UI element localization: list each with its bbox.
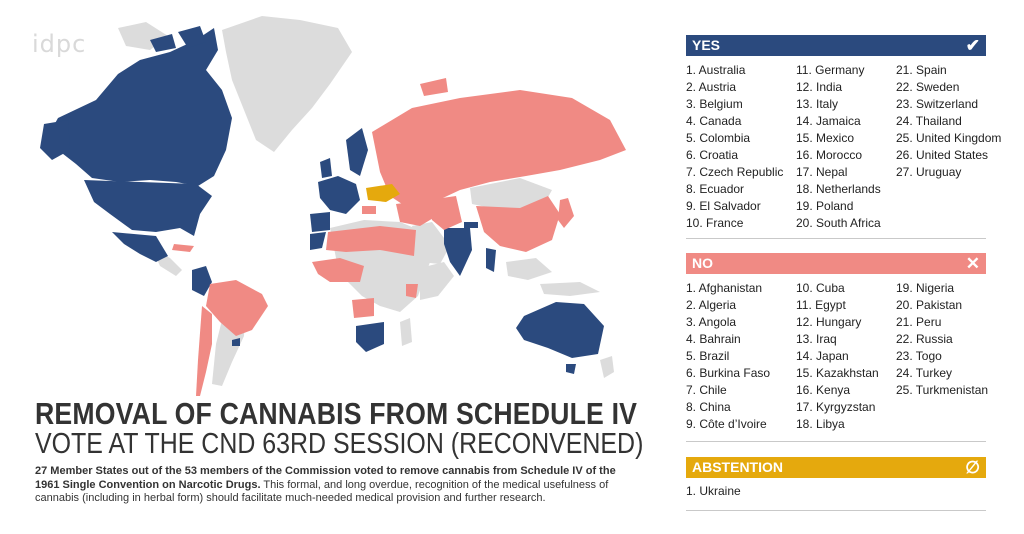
no-label: NO bbox=[692, 255, 713, 271]
description-rest: This formal, and long overdue, recogniti… bbox=[35, 478, 609, 505]
list-item: 24. Thailand bbox=[896, 114, 962, 128]
page-title: REMOVAL OF CANNABIS FROM SCHEDULE IV bbox=[35, 396, 638, 431]
list-item: 18. Libya bbox=[796, 417, 845, 431]
list-item: 3. Angola bbox=[686, 315, 737, 329]
list-item: 11. Germany bbox=[796, 63, 865, 77]
yes-label: YES bbox=[692, 37, 721, 53]
list-item: 14. Jamaica bbox=[796, 114, 861, 128]
empty-set-icon: ∅ bbox=[965, 458, 980, 477]
idpc-logo: idpc bbox=[32, 30, 87, 58]
abstention-panel: ABSTENTION ∅ 1. Ukraine bbox=[686, 457, 986, 503]
yes-header: YES ✔ bbox=[686, 35, 986, 56]
no-col-3: 19. Nigeria 20. Pakistan 21. Peru 22. Ru… bbox=[896, 280, 988, 399]
no-list: 1. Afghanistan 2. Algeria 3. Angola 4. B… bbox=[686, 280, 988, 436]
abstention-header: ABSTENTION ∅ bbox=[686, 457, 986, 478]
list-item: 9. Côte d’Ivoire bbox=[686, 417, 767, 431]
abstention-label: ABSTENTION bbox=[692, 459, 783, 475]
list-item: 10. Cuba bbox=[796, 281, 845, 295]
divider bbox=[686, 441, 986, 442]
description-bold: 27 Member States out of the 53 members o… bbox=[35, 465, 616, 491]
yes-list: 1. Australia 2. Austria 3. Belgium 4. Ca… bbox=[686, 62, 1001, 234]
list-item: 1. Afghanistan bbox=[686, 281, 763, 295]
abstention-list: 1. Ukraine bbox=[686, 483, 986, 503]
list-item: 22. Russia bbox=[896, 332, 953, 346]
list-item: 3. Belgium bbox=[686, 97, 743, 111]
list-item: 9. El Salvador bbox=[686, 199, 761, 213]
list-item: 20. South Africa bbox=[796, 216, 881, 230]
list-item: 6. Burkina Faso bbox=[686, 366, 771, 380]
list-item: 2. Algeria bbox=[686, 298, 737, 312]
list-item: 12. India bbox=[796, 80, 843, 94]
list-item: 17. Kyrgyzstan bbox=[796, 400, 876, 414]
list-item: 24. Turkey bbox=[896, 366, 953, 380]
list-item: 15. Mexico bbox=[796, 131, 855, 145]
no-header: NO ✕ bbox=[686, 253, 986, 274]
list-item: 21. Peru bbox=[896, 315, 942, 329]
list-item: 5. Brazil bbox=[686, 349, 730, 363]
list-item: 10. France bbox=[686, 216, 744, 230]
list-item: 2. Austria bbox=[686, 80, 737, 94]
yes-regions bbox=[40, 26, 604, 374]
list-item: 5. Colombia bbox=[686, 131, 751, 145]
list-item: 13. Iraq bbox=[796, 332, 837, 346]
list-item: 23. Togo bbox=[896, 349, 942, 363]
list-item: 14. Japan bbox=[796, 349, 849, 363]
list-item: 15. Kazakhstan bbox=[796, 366, 879, 380]
list-item: 21. Spain bbox=[896, 63, 947, 77]
list-item: 23. Switzerland bbox=[896, 97, 979, 111]
list-item: 8. China bbox=[686, 400, 731, 414]
check-icon: ✔ bbox=[965, 36, 980, 55]
divider bbox=[686, 238, 986, 239]
no-col-2: 10. Cuba 11. Egypt 12. Hungary 13. Iraq … bbox=[796, 280, 879, 433]
list-item: 4. Bahrain bbox=[686, 332, 741, 346]
list-item: 13. Italy bbox=[796, 97, 839, 111]
divider bbox=[686, 510, 986, 511]
list-item: 18. Netherlands bbox=[796, 182, 881, 196]
yes-col-2: 11. Germany 12. India 13. Italy 14. Jama… bbox=[796, 62, 881, 232]
list-item: 6. Croatia bbox=[686, 148, 739, 162]
list-item: 16. Morocco bbox=[796, 148, 863, 162]
list-item: 22. Sweden bbox=[896, 80, 960, 94]
list-item: 1. Australia bbox=[686, 63, 746, 77]
list-item: 20. Pakistan bbox=[896, 298, 963, 312]
yes-col-1: 1. Australia 2. Austria 3. Belgium 4. Ca… bbox=[686, 62, 783, 232]
list-item: 25. United Kingdom bbox=[896, 131, 1002, 145]
list-item: 16. Kenya bbox=[796, 383, 851, 397]
yes-panel: YES ✔ 1. Australia 2. Austria 3. Belgium… bbox=[686, 35, 1001, 234]
yes-col-3: 21. Spain 22. Sweden 23. Switzerland 24.… bbox=[896, 62, 1001, 181]
list-item: 12. Hungary bbox=[796, 315, 862, 329]
list-item: 4. Canada bbox=[686, 114, 742, 128]
description: 27 Member States out of the 53 members o… bbox=[35, 465, 625, 506]
no-panel: NO ✕ 1. Afghanistan 2. Algeria 3. Angola… bbox=[686, 253, 988, 436]
list-item: 7. Chile bbox=[686, 383, 727, 397]
cross-icon: ✕ bbox=[965, 254, 980, 273]
list-item: 19. Nigeria bbox=[896, 281, 955, 295]
list-item: 11. Egypt bbox=[796, 298, 846, 312]
no-regions bbox=[172, 78, 626, 396]
list-item: 1. Ukraine bbox=[686, 484, 741, 498]
list-item: 17. Nepal bbox=[796, 165, 848, 179]
list-item: 19. Poland bbox=[796, 199, 854, 213]
no-col-1: 1. Afghanistan 2. Algeria 3. Angola 4. B… bbox=[686, 280, 770, 433]
abstention-regions bbox=[366, 184, 400, 202]
page-subtitle: VOTE AT THE CND 63RD SESSION (RECONVENED… bbox=[35, 428, 644, 460]
list-item: 8. Ecuador bbox=[686, 182, 745, 196]
list-item: 25. Turkmenistan bbox=[896, 383, 989, 397]
world-map bbox=[40, 16, 626, 396]
list-item: 27. Uruguay bbox=[896, 165, 962, 179]
list-item: 7. Czech Republic bbox=[686, 165, 784, 179]
list-item: 26. United States bbox=[896, 148, 989, 162]
abstention-col-1: 1. Ukraine bbox=[686, 483, 741, 500]
